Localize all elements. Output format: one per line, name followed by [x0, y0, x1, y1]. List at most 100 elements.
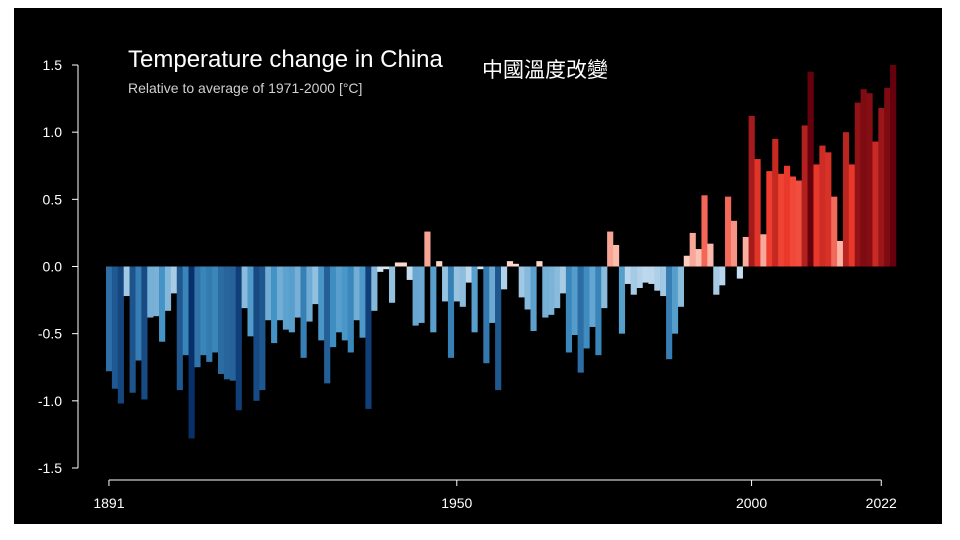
bar-1979: [624, 266, 631, 284]
bar-2017: [848, 164, 855, 267]
bar-1918: [265, 266, 272, 321]
bar-1963: [530, 266, 537, 331]
bar-1990: [689, 232, 696, 267]
temperature-chart: 1.5 1.0 0.5 0.0 -0.5 -1.0 -1.5 1891 1950 2000 202…: [38, 57, 897, 511]
bar-1998: [736, 266, 743, 279]
bar-1891: [106, 266, 113, 372]
bar-1919: [271, 266, 278, 344]
bar-2008: [795, 180, 802, 267]
bar-1960: [512, 263, 519, 267]
bar-1913: [235, 266, 242, 411]
bar-1903: [176, 266, 183, 391]
chart-subtitle: Relative to average of 1971-2000 [°C]: [128, 80, 362, 96]
bar-1972: [583, 266, 590, 349]
bar-1954: [477, 266, 484, 270]
bar-1971: [577, 266, 584, 373]
bar-1906: [194, 266, 201, 368]
bar-1996: [725, 196, 732, 267]
bar-1920: [276, 266, 284, 321]
x-axis: 1891 1950 2000 2022: [93, 479, 897, 511]
bar-1991: [695, 249, 702, 267]
bar-1935: [365, 266, 372, 409]
bar-2011: [813, 164, 820, 267]
bar-1967: [554, 266, 561, 309]
bar-1898: [147, 266, 154, 318]
bar-2020: [866, 93, 873, 267]
x-tick-label: 2000: [736, 495, 767, 511]
bar-2012: [819, 145, 826, 267]
bar-1978: [618, 266, 626, 334]
bar-1937: [377, 266, 384, 272]
bar-1989: [683, 255, 690, 267]
bar-1980: [630, 266, 637, 295]
bar-1936: [371, 266, 378, 311]
x-tick-label: 1950: [441, 495, 472, 511]
y-tick-label: -0.5: [38, 326, 62, 342]
bar-1932: [347, 266, 354, 353]
bar-1905: [188, 266, 195, 439]
bar-1955: [483, 266, 490, 364]
bar-1994: [713, 266, 720, 295]
bars-group: [106, 65, 897, 439]
bar-1914: [241, 266, 248, 309]
bar-1982: [642, 266, 649, 283]
bar-2001: [754, 159, 761, 267]
bar-1911: [223, 266, 231, 380]
bar-1896: [135, 266, 142, 361]
bar-1907: [200, 266, 207, 356]
bar-1934: [359, 266, 366, 338]
bar-1983: [648, 266, 655, 284]
chart-title: Temperature change in China: [128, 46, 443, 73]
bar-1974: [595, 266, 602, 356]
bar-1930: [335, 266, 343, 333]
bar-1973: [589, 266, 596, 327]
bar-1995: [719, 266, 726, 286]
chart-title-chinese: 中國溫度改變: [482, 58, 608, 82]
bar-2024: [890, 65, 897, 267]
bar-1977: [613, 245, 620, 267]
bar-1949: [447, 266, 455, 358]
bar-1912: [229, 266, 236, 381]
bar-1924: [300, 266, 307, 358]
bar-1984: [654, 266, 661, 291]
bar-2003: [766, 171, 773, 267]
y-tick-label: 0.0: [43, 259, 63, 275]
bar-1993: [707, 243, 714, 267]
bar-2004: [772, 138, 779, 267]
bar-1976: [607, 231, 614, 267]
bar-1908: [206, 266, 213, 362]
bar-1941: [400, 262, 407, 267]
bar-1958: [501, 266, 508, 290]
bar-1970: [571, 266, 578, 336]
bar-2015: [837, 240, 844, 267]
y-tick-label: 1.5: [43, 57, 63, 73]
bar-1926: [312, 266, 319, 305]
bar-1938: [383, 266, 390, 270]
bar-1927: [318, 266, 325, 341]
bar-1962: [524, 266, 531, 310]
y-tick-label: -1.5: [38, 460, 62, 476]
bar-1964: [536, 261, 543, 267]
bar-2013: [825, 152, 832, 267]
x-tick-label: 1891: [93, 495, 124, 511]
bar-1944: [418, 266, 425, 323]
bar-2022: [878, 107, 885, 267]
bar-1988: [677, 266, 685, 307]
bar-1893: [117, 266, 124, 404]
bar-1999: [742, 236, 749, 267]
bar-1901: [164, 266, 172, 311]
bar-1986: [666, 266, 673, 360]
bar-1947: [436, 261, 443, 267]
bar-1957: [495, 266, 502, 391]
subtitle-unit: [°C]: [338, 80, 363, 96]
bar-1952: [465, 266, 472, 283]
bar-1969: [565, 266, 572, 353]
bar-1975: [601, 266, 608, 309]
bar-1945: [424, 231, 431, 267]
bar-1899: [153, 266, 160, 317]
bar-1916: [253, 266, 260, 401]
bar-1902: [170, 266, 177, 294]
bar-2014: [831, 196, 838, 267]
bar-1931: [341, 266, 348, 341]
bar-2007: [789, 176, 797, 267]
